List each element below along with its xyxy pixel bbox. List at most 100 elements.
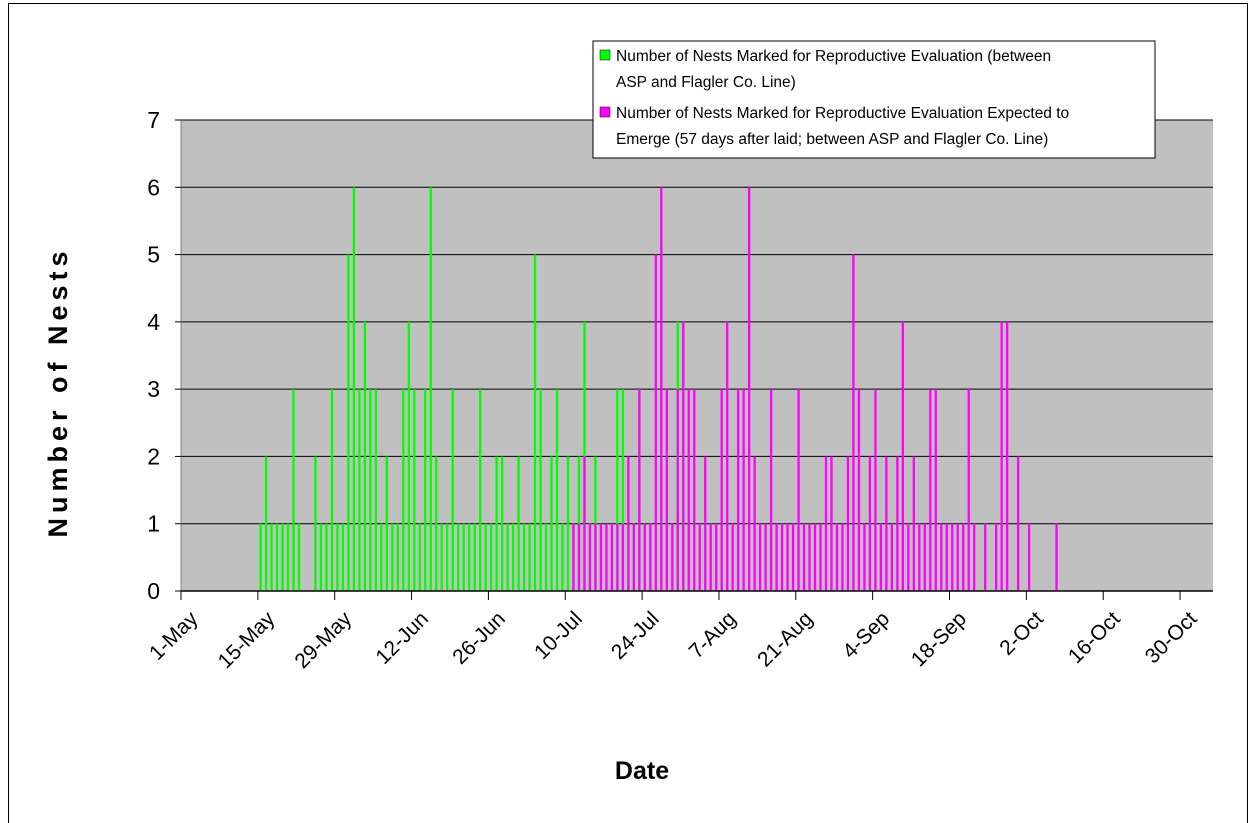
bar-magenta <box>1016 456 1020 591</box>
legend-label-magenta-line1: Number of Nests Marked for Reproductive … <box>616 105 1069 122</box>
bar-magenta <box>665 389 668 591</box>
bar-green <box>435 456 438 591</box>
bar-green <box>380 523 383 591</box>
bar-magenta <box>572 523 575 591</box>
bar-magenta <box>923 523 926 591</box>
legend-label-magenta-line2: Emerge (57 days after laid; between ASP … <box>616 131 1048 148</box>
bar-green <box>495 456 498 591</box>
bar-magenta <box>775 523 778 591</box>
bar-magenta <box>621 523 625 591</box>
bar-magenta <box>737 389 740 591</box>
y-axis-title: Number of Nests <box>43 246 73 537</box>
x-tick-label: 12-Jun <box>371 607 433 669</box>
bar-magenta <box>890 523 894 591</box>
x-tick-label: 7-Aug <box>685 607 741 663</box>
x-tick-label: 1-May <box>145 607 203 665</box>
bar-magenta <box>802 523 806 591</box>
bar-green <box>451 389 454 591</box>
bar-green <box>566 456 570 591</box>
legend-swatch-magenta <box>599 106 611 118</box>
bar-green <box>374 389 378 591</box>
bar-green <box>402 389 405 591</box>
bar-magenta <box>1000 321 1003 591</box>
bar-magenta <box>769 389 773 591</box>
legend-label-green-line2: ASP and Flagler Co. Line) <box>616 74 796 91</box>
bar-magenta <box>654 254 657 592</box>
bar-magenta <box>676 389 679 591</box>
bar-green <box>473 523 476 591</box>
bar-green <box>352 187 356 592</box>
bar-magenta <box>797 389 800 591</box>
bar-magenta <box>715 523 718 591</box>
bar-green <box>561 523 564 591</box>
bar-green <box>325 523 328 591</box>
bar-green <box>468 523 471 591</box>
y-tick-label: 2 <box>147 443 160 469</box>
x-tick-labels: 1-May 15-May 29-May 12-Jun 26-Jun 10-Jul 24-Ju… <box>145 591 1202 673</box>
bar-magenta <box>758 523 762 591</box>
x-tick-label: 30-Oct <box>1141 607 1202 668</box>
bar-magenta <box>857 389 861 591</box>
bar-magenta <box>731 523 734 591</box>
bar-magenta <box>819 523 822 591</box>
series-magenta-bars <box>572 187 1058 592</box>
bar-green <box>550 456 553 591</box>
bar-magenta <box>704 456 707 591</box>
y-tick-label: 3 <box>147 376 160 402</box>
legend: Number of Nests Marked for Reproductive … <box>592 40 1156 159</box>
x-tick-label: 4-Sep <box>838 607 894 663</box>
bar-magenta <box>967 389 970 591</box>
bar-magenta <box>791 523 795 591</box>
bar-magenta <box>846 456 850 591</box>
x-tick-label: 15-May <box>214 607 280 673</box>
bar-green <box>341 523 345 591</box>
bar-magenta <box>786 523 789 591</box>
bar-magenta <box>951 523 954 591</box>
bar-magenta <box>962 523 965 591</box>
bar-magenta <box>583 456 586 591</box>
bar-magenta <box>1027 523 1031 591</box>
legend-label-magenta: Number of Nests Marked for Reproductive … <box>616 105 1073 148</box>
bar-green <box>336 523 339 591</box>
bar-green <box>429 187 432 592</box>
bar-magenta <box>753 456 756 591</box>
bar-magenta <box>610 523 614 591</box>
bar-magenta <box>841 523 844 591</box>
bar-magenta <box>852 254 855 592</box>
bar-green <box>418 523 421 591</box>
bar-magenta <box>764 523 767 591</box>
x-axis-title: Date <box>615 757 669 785</box>
bar-magenta <box>605 523 608 591</box>
bar-magenta <box>824 456 828 591</box>
x-tick-label: 26-Jun <box>448 607 510 669</box>
bar-magenta <box>747 187 751 592</box>
bar-green <box>391 523 394 591</box>
bar-green <box>616 389 619 591</box>
bar-green <box>330 389 334 591</box>
bar-magenta <box>885 456 888 591</box>
bar-green <box>440 523 443 591</box>
bar-green <box>539 389 542 591</box>
bar-green <box>385 456 389 591</box>
bar-magenta <box>868 456 872 591</box>
bar-green <box>347 254 350 592</box>
bar-green <box>407 321 410 591</box>
bar-magenta <box>698 523 701 591</box>
bar-green <box>358 389 361 591</box>
bar-green <box>511 523 515 591</box>
x-tick-label: 21-Aug <box>753 607 817 671</box>
bar-green <box>424 389 427 591</box>
bar-green <box>264 456 268 591</box>
bar-magenta <box>879 523 883 591</box>
bar-green <box>396 523 399 591</box>
bar-magenta <box>627 456 630 591</box>
bar-magenta <box>671 523 674 591</box>
bar-magenta <box>577 523 581 591</box>
bar-green <box>462 523 465 591</box>
bar-magenta <box>616 523 619 591</box>
legend-label-green: Number of Nests Marked for Reproductive … <box>616 48 1055 91</box>
y-tick-label: 7 <box>147 107 160 133</box>
bar-magenta <box>643 523 647 591</box>
bar-green <box>286 523 290 591</box>
